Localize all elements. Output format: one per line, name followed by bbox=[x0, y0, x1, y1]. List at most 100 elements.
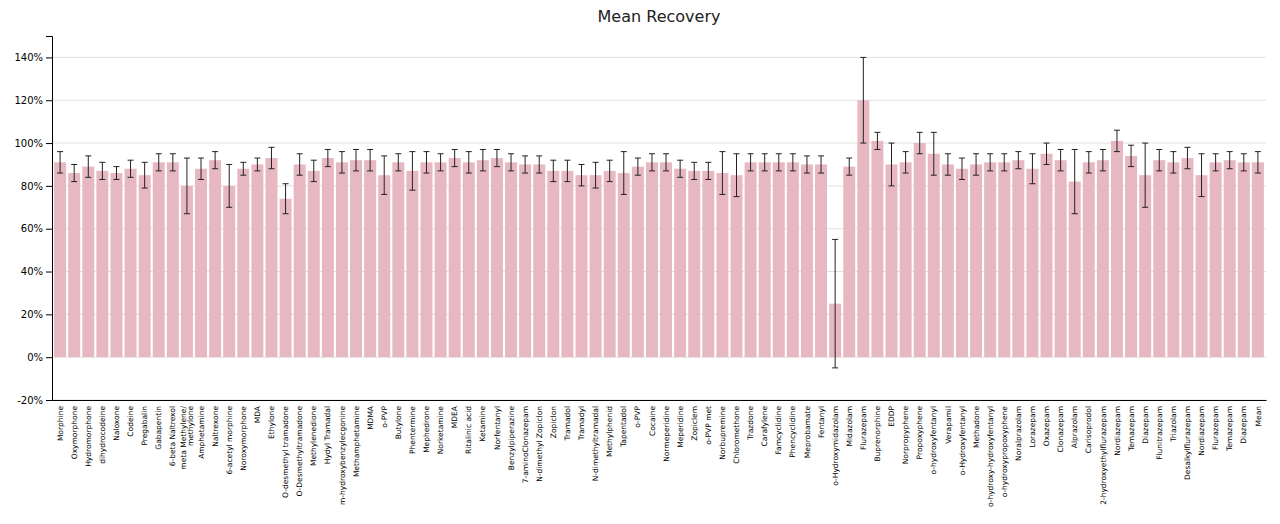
tick-label-line: Phencyclidine bbox=[788, 406, 797, 458]
error-bar bbox=[1086, 152, 1092, 173]
bar bbox=[1196, 175, 1208, 357]
error-bar bbox=[297, 154, 303, 175]
x-tick: o-Hydroxymidazolam bbox=[831, 406, 840, 486]
tick-label: 120% bbox=[14, 95, 43, 106]
tick-label: Cocaine bbox=[648, 406, 657, 436]
error-bar bbox=[705, 162, 711, 179]
x-tick: Famcyclidine bbox=[774, 406, 783, 455]
error-bar bbox=[99, 162, 105, 179]
tick-label-line: Methylphenid bbox=[605, 406, 614, 457]
tick-label: Buprenorphine bbox=[873, 406, 882, 462]
x-tick: Meperidine bbox=[676, 406, 685, 448]
tick-label: Chloromethone bbox=[732, 406, 741, 464]
tick-label-line: Phentermine bbox=[408, 406, 417, 454]
error-bar bbox=[903, 152, 909, 173]
error-bar bbox=[804, 156, 810, 173]
bar bbox=[1097, 160, 1109, 357]
x-tick: 7-aminoClonazepam bbox=[521, 406, 530, 483]
tick-label: Triazolam bbox=[1169, 406, 1178, 443]
error-bar bbox=[452, 149, 458, 166]
error-bar bbox=[776, 154, 782, 171]
tick-label: 6-acetyl morphine bbox=[225, 406, 234, 475]
x-tick: MDMA bbox=[366, 405, 375, 430]
tick-label: Tapentadol bbox=[619, 406, 628, 448]
tick-mark bbox=[46, 229, 52, 230]
bar bbox=[1026, 169, 1038, 357]
x-tick: Ritalinic acid bbox=[464, 406, 473, 454]
x-tick: o-PVP met bbox=[704, 406, 713, 445]
tick-label: Ritalinic acid bbox=[464, 406, 473, 454]
error-bar bbox=[381, 156, 387, 195]
tick-label: Temazepam bbox=[1225, 406, 1234, 452]
x-tick: o-PVP bbox=[380, 406, 389, 428]
bar bbox=[139, 175, 151, 357]
bar bbox=[646, 162, 658, 357]
x-tick: Tramadol bbox=[563, 406, 572, 442]
error-bar bbox=[621, 152, 627, 195]
y-tick: 140% bbox=[14, 52, 52, 63]
bar bbox=[942, 164, 954, 357]
error-bar bbox=[649, 154, 655, 171]
error-bar bbox=[790, 154, 796, 171]
x-tick: Triazolam bbox=[1169, 406, 1178, 443]
tick-label-line: 2-hydroxyethylflurazepam bbox=[1099, 406, 1108, 505]
bar bbox=[82, 167, 94, 358]
x-tick: 6-beta Naltrexol bbox=[168, 406, 177, 466]
tick-label: N-dimethyltramadal bbox=[591, 406, 600, 481]
error-bar bbox=[818, 156, 824, 173]
bar bbox=[294, 164, 306, 357]
tick-label-line: Diazepam bbox=[1239, 406, 1248, 444]
x-tick: N-dimethyl Zopiclon bbox=[535, 406, 544, 482]
x-tick: 2-hydroxyethylflurazepam bbox=[1099, 406, 1108, 505]
error-bar bbox=[198, 158, 204, 179]
error-bar bbox=[1184, 147, 1190, 168]
bar bbox=[420, 162, 432, 357]
tick-label-line: O-Desmethyltramadone bbox=[295, 406, 304, 497]
tick-label: Flurazepam bbox=[1211, 406, 1220, 450]
bar bbox=[153, 162, 165, 357]
plot-area bbox=[54, 57, 1264, 367]
x-tick: Temazepam bbox=[1127, 406, 1136, 452]
tick-label-line: Meprobamate bbox=[803, 406, 812, 459]
x-tick: Trazdone bbox=[746, 406, 755, 441]
bar bbox=[561, 171, 573, 357]
bar bbox=[801, 164, 813, 357]
grid-line bbox=[52, 57, 1266, 58]
tick-label: 20% bbox=[21, 309, 43, 320]
bar bbox=[505, 162, 517, 357]
tick-label: 40% bbox=[21, 266, 43, 277]
x-tick: Midazolam bbox=[845, 406, 854, 446]
error-bar bbox=[536, 156, 542, 173]
tick-label-line: Normeperidine bbox=[662, 406, 671, 462]
x-tick: Gabapentin bbox=[154, 406, 163, 450]
error-bar bbox=[1156, 149, 1162, 170]
tick-label-line: Triazolam bbox=[1169, 406, 1178, 443]
x-tick: Ethylone bbox=[267, 406, 276, 439]
tick-label-line: methylone bbox=[186, 406, 195, 446]
error-bar bbox=[691, 162, 697, 179]
error-bar bbox=[1001, 154, 1007, 171]
x-tick: Lorazepam bbox=[1028, 406, 1037, 448]
grid-line bbox=[52, 400, 1266, 401]
error-bar bbox=[889, 143, 895, 186]
tick-label: Lorazepam bbox=[1028, 406, 1037, 448]
error-bar bbox=[508, 154, 514, 171]
tick-label: Methylphenid bbox=[605, 406, 614, 457]
bar bbox=[843, 167, 855, 358]
bar bbox=[956, 169, 968, 357]
bar bbox=[223, 186, 235, 357]
bar bbox=[998, 162, 1010, 357]
error-bar bbox=[339, 152, 345, 173]
error-bar bbox=[734, 154, 740, 197]
tick-label: Carisoprodol bbox=[1084, 406, 1093, 453]
tick-label: Noroxymorphone bbox=[239, 406, 248, 471]
bar bbox=[1083, 162, 1095, 357]
y-tick: 60% bbox=[21, 223, 52, 234]
title: Mean Recovery bbox=[598, 7, 721, 26]
grid-line bbox=[52, 100, 1266, 101]
bar bbox=[533, 164, 545, 357]
bar bbox=[773, 162, 785, 357]
tick-label-line: Zopiclon bbox=[549, 406, 558, 438]
tick-label-line: o-hydroxyfentanyl bbox=[929, 406, 938, 474]
bar bbox=[378, 175, 390, 357]
